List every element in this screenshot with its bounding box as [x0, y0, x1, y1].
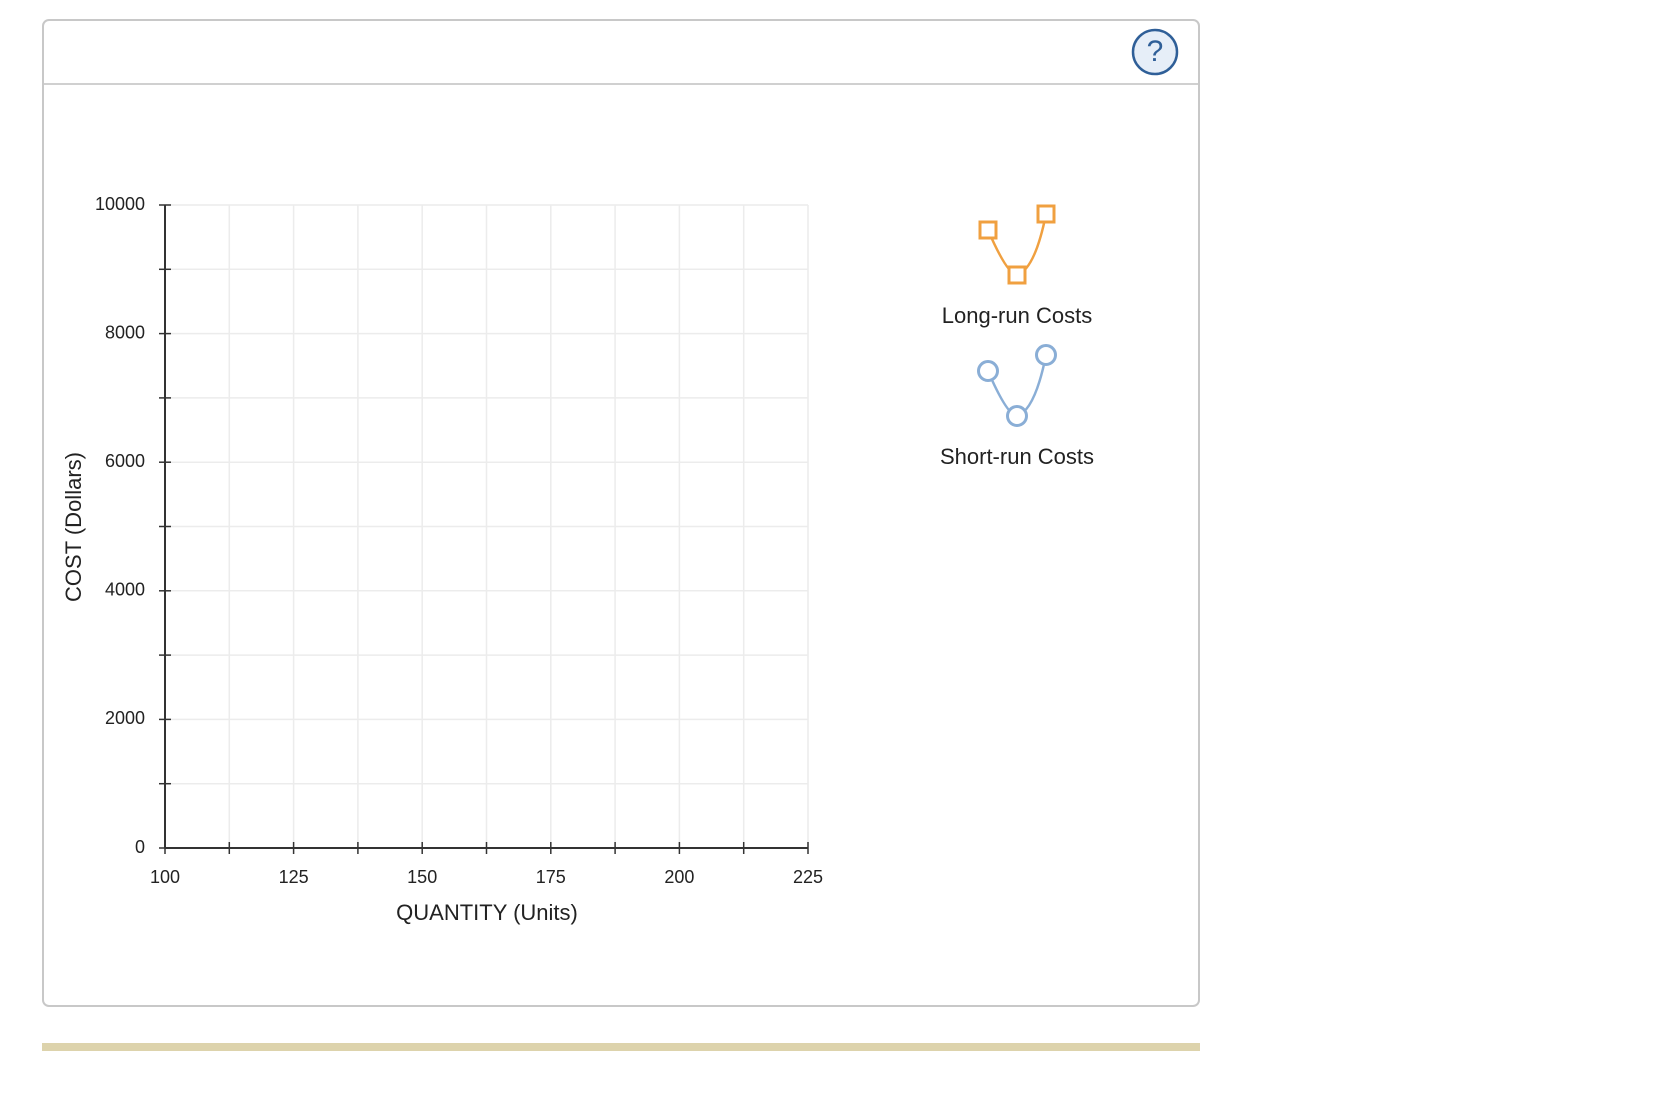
tool-marker[interactable]: [1036, 204, 1056, 224]
tool-marker[interactable]: [977, 360, 999, 382]
x-tick-label: 175: [536, 867, 566, 887]
y-tick-label: 8000: [105, 322, 145, 342]
x-tick-label: 125: [279, 867, 309, 887]
x-tick-label: 150: [407, 867, 437, 887]
y-tick-label: 6000: [105, 451, 145, 471]
help-circle[interactable]: [1131, 28, 1179, 76]
x-tick-label: 100: [150, 867, 180, 887]
y-tick-label: 10000: [95, 194, 145, 214]
x-axis-label: QUANTITY (Units): [396, 900, 578, 925]
tool-marker[interactable]: [1035, 344, 1057, 366]
tool-marker[interactable]: [1007, 265, 1027, 285]
palette-tool[interactable]: Long-run Costs: [942, 204, 1092, 328]
tool-marker[interactable]: [978, 220, 998, 240]
x-tick-label: 200: [664, 867, 694, 887]
y-axis-label: COST (Dollars): [61, 452, 86, 602]
y-tick-label: 4000: [105, 580, 145, 600]
panel: [42, 19, 1200, 1007]
help-label[interactable]: ?: [1147, 35, 1164, 68]
x-tick-label: 225: [793, 867, 823, 887]
y-tick-label: 0: [135, 837, 145, 857]
tool-label[interactable]: Long-run Costs: [942, 303, 1092, 328]
y-tick-label: 2000: [105, 708, 145, 728]
palette-tool[interactable]: Short-run Costs: [940, 344, 1094, 469]
help-button[interactable]: ?: [1131, 28, 1179, 76]
tool-label[interactable]: Short-run Costs: [940, 444, 1094, 469]
footer-bar: [42, 1043, 1200, 1051]
tool-marker[interactable]: [1006, 405, 1028, 427]
